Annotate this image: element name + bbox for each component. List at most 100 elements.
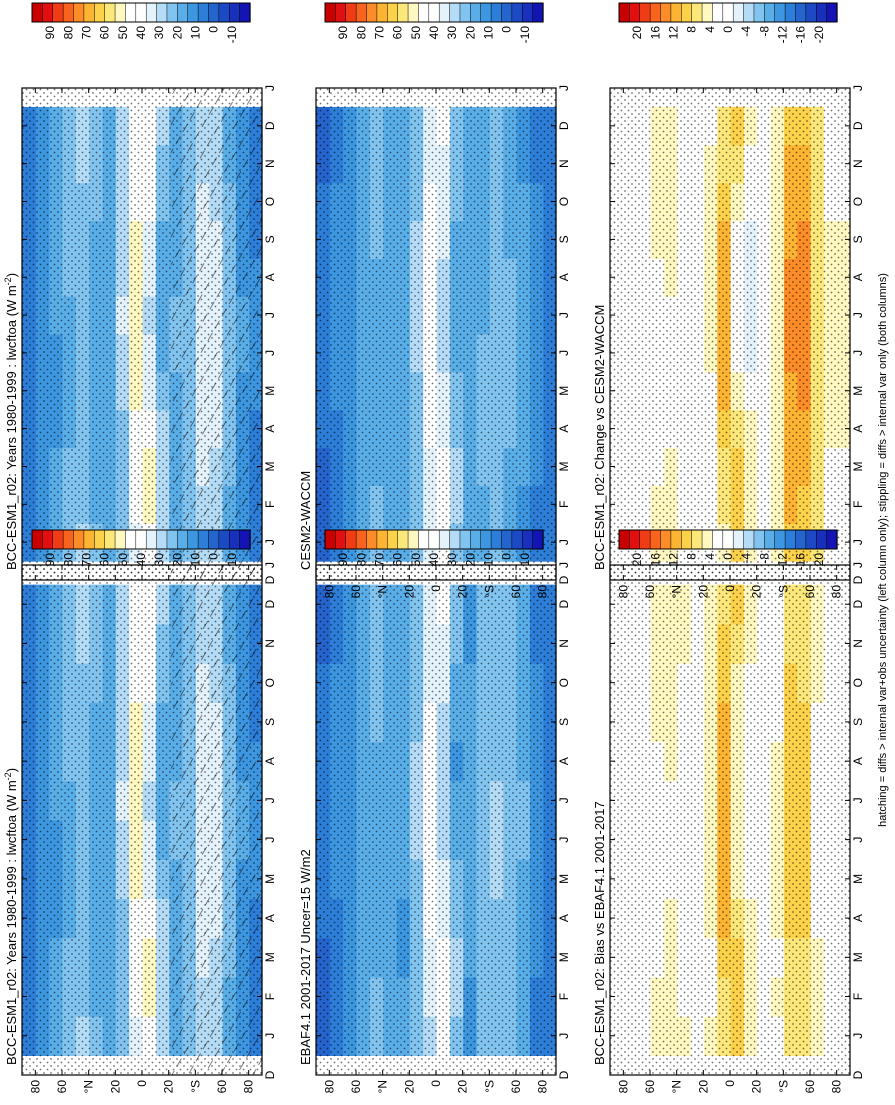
colorbar-label: 30 — [152, 26, 166, 40]
month-label: A — [557, 757, 571, 765]
colorbar-swatch — [826, 529, 838, 550]
colorbar-swatch — [324, 529, 337, 550]
colorbar-swatch — [459, 2, 471, 23]
colorbar-swatch — [712, 2, 724, 23]
colorbar-swatch — [732, 529, 745, 550]
colorbar-swatch — [177, 529, 189, 550]
lat-label: °S — [776, 1080, 790, 1093]
colorbar-swatch — [470, 2, 482, 23]
colorbar-swatch — [501, 2, 513, 23]
colorbar-label: 80 — [61, 26, 75, 40]
colorbar-swatch — [521, 529, 534, 550]
colorbar-swatch — [795, 2, 807, 23]
month-label: O — [557, 197, 571, 206]
colorbar-swatch — [73, 529, 85, 550]
colorbar-swatch — [52, 529, 64, 550]
colorbar-swatch — [62, 529, 75, 550]
month-label: J — [851, 539, 865, 545]
lat-label: 20 — [456, 585, 470, 599]
colorbar-swatch — [753, 2, 765, 23]
colorbar-swatch — [670, 529, 682, 550]
colorbar-label: 10 — [189, 26, 203, 40]
month-label: D — [557, 575, 571, 584]
colorbar-label: 20 — [170, 26, 184, 40]
title-superscript: -2 — [3, 772, 13, 780]
colorbar-swatch — [355, 529, 368, 550]
colorbar-swatch — [629, 529, 641, 550]
month-label: A — [263, 273, 277, 281]
lat-label: 80 — [616, 585, 630, 599]
month-label: J — [851, 312, 865, 318]
hatch-overlay — [170, 88, 262, 580]
colorbar-swatch — [177, 2, 189, 23]
colorbar-swatch — [480, 529, 492, 550]
colorbar-label: 50 — [409, 26, 423, 40]
colorbar-frame — [31, 529, 251, 550]
panel-title: BCC-ESM1_r02: Years 1980-1999 : lwcftoa … — [3, 273, 19, 570]
lat-label: 80 — [830, 1080, 844, 1094]
lat-label: 0 — [723, 1080, 737, 1087]
lat-label: 60 — [349, 585, 363, 599]
month-label: F — [851, 993, 865, 1000]
lat-label: 60 — [803, 1080, 817, 1094]
panel-title: BCC-ESM1_r02: Years 1980-1999 : lwcftoa … — [3, 768, 19, 1065]
lat-label: 0 — [723, 585, 737, 592]
lat-label: °N — [376, 585, 390, 598]
lat-label: 60 — [349, 1080, 363, 1094]
month-label: M — [263, 461, 277, 471]
colorbar-label: -4 — [739, 553, 753, 564]
panel-title: BCC-ESM1_r02: Bias vs EBAF4.1 2001-2017 — [592, 801, 607, 1065]
colorbar: 20 16 12 8 4 0 -4 -8 -12 -16 -20 — [618, 2, 838, 43]
colorbar-swatch — [197, 529, 210, 550]
lat-label: 80 — [322, 1080, 336, 1094]
lat-label: 60 — [55, 1080, 69, 1094]
colorbar-swatch — [387, 2, 399, 23]
colorbar-label: 80 — [61, 553, 75, 567]
colorbar-swatch — [826, 2, 838, 23]
month-label: J — [263, 1033, 277, 1039]
colorbar-swatch — [681, 2, 693, 23]
colorbar-swatch — [639, 2, 651, 23]
colorbar-label: 80 — [354, 553, 368, 567]
month-label: N — [557, 639, 571, 648]
colorbar-swatch — [784, 2, 797, 23]
month-label: M — [263, 874, 277, 884]
lat-label: 60 — [509, 1080, 523, 1094]
colorbar-label: -8 — [757, 553, 771, 564]
month-label: J — [557, 797, 571, 803]
month-label: O — [851, 678, 865, 687]
colorbar-swatch — [805, 2, 817, 23]
colorbar-swatch — [135, 529, 147, 550]
colorbar-label: 20 — [170, 553, 184, 567]
colorbar-swatch — [407, 529, 420, 550]
colorbar-label: 0 — [207, 26, 221, 33]
colorbar-swatch — [764, 2, 776, 23]
colorbar: 90 80 70 60 50 40 30 20 10 0 -10 — [31, 529, 251, 570]
month-label: O — [557, 678, 571, 687]
lat-label: °N — [82, 1080, 96, 1093]
month-label: J — [557, 539, 571, 545]
month-label: M — [263, 952, 277, 962]
lat-label: °S — [776, 585, 790, 598]
colorbar-swatch — [208, 529, 220, 550]
month-label: S — [557, 235, 571, 243]
colorbar-swatch — [366, 529, 378, 550]
colorbar-frame — [618, 2, 838, 23]
colorbar-swatch — [166, 2, 178, 23]
panel-3: D J F M A M J J A S O N D J 80 60 °N 20 0 20 °S 60 80 EBAF4.1 2… — [298, 562, 571, 1093]
colorbar-swatch — [459, 529, 471, 550]
colorbar-swatch — [31, 2, 44, 23]
colorbar-swatch — [438, 2, 451, 23]
month-label: F — [263, 993, 277, 1000]
colorbar-swatch — [428, 2, 440, 23]
colorbar-swatch — [639, 529, 651, 550]
month-label: M — [557, 952, 571, 962]
stipple-overlay — [316, 565, 556, 1075]
colorbar-label: 0 — [721, 553, 735, 560]
colorbar-label: 60 — [391, 26, 405, 40]
colorbar-swatch — [228, 529, 241, 550]
month-label: A — [263, 425, 277, 433]
colorbar-swatch — [52, 2, 64, 23]
colorbar-swatch — [387, 529, 399, 550]
stipple-overlay — [610, 565, 850, 1075]
